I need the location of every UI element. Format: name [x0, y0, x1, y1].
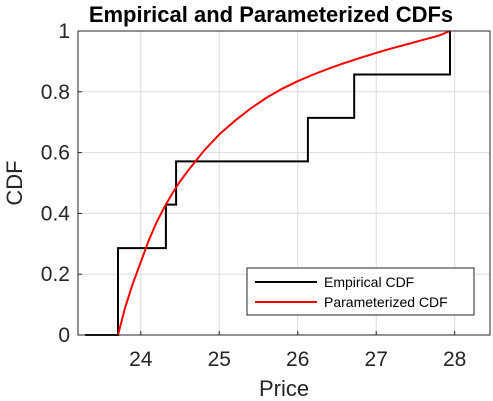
y-tick-label: 0.8 — [41, 81, 70, 104]
empirical-cdf-line — [85, 31, 451, 336]
legend-label: Parameterized CDF — [324, 294, 448, 310]
y-tick-label: 1 — [58, 20, 70, 43]
x-tick-label: 28 — [443, 348, 466, 371]
data-series — [85, 30, 451, 336]
legend-box — [246, 267, 475, 316]
x-tick-label: 26 — [286, 348, 309, 371]
axes-box — [77, 30, 491, 336]
x-axis-label: Price — [259, 376, 309, 401]
legend-label: Empirical CDF — [324, 274, 414, 290]
y-tick-label: 0.6 — [41, 142, 70, 165]
x-tick-label: 27 — [365, 348, 388, 371]
y-axis-label: CDF — [2, 160, 27, 205]
y-tick-label: 0 — [58, 324, 70, 347]
chart-title: Empirical and Parameterized CDFs — [89, 2, 453, 27]
x-tick-label: 25 — [208, 348, 231, 371]
y-tick-label: 0.2 — [41, 263, 70, 286]
tick-labels: 24 25 26 27 28 0 0.2 0.4 0.6 0.8 1 — [41, 20, 467, 371]
parameterized-cdf-line — [117, 30, 451, 336]
x-tick-label: 24 — [129, 348, 153, 371]
y-tick-label: 0.4 — [41, 202, 71, 225]
legend: Empirical CDF Parameterized CDF — [246, 267, 475, 316]
